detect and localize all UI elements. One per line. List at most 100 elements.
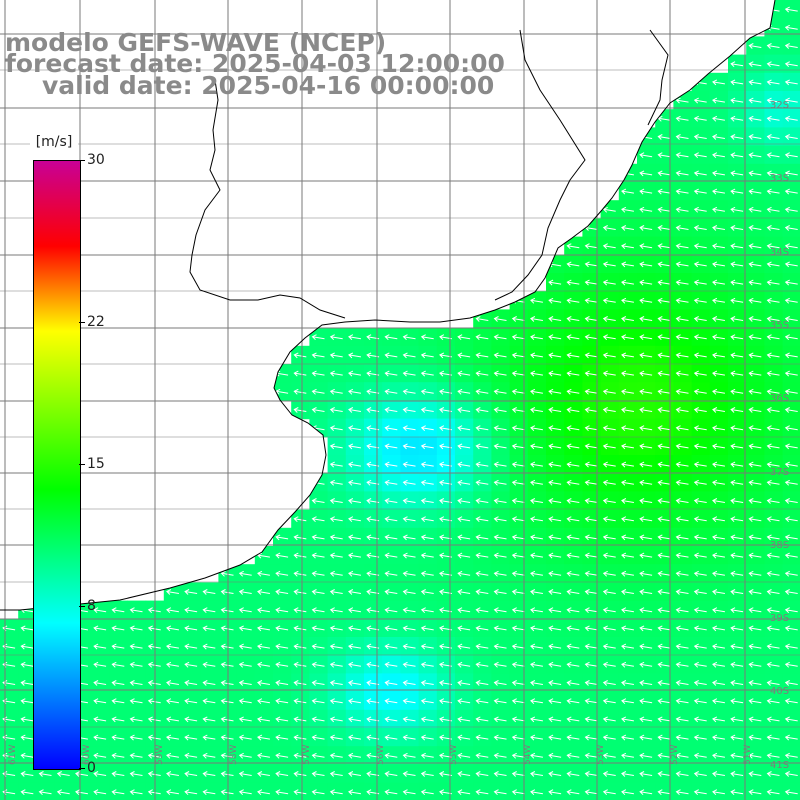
- wind-speed-cell: [91, 600, 110, 620]
- wind-speed-cell: [400, 564, 420, 583]
- wind-arrow-icon: [457, 498, 471, 504]
- wind-speed-cell: [673, 655, 693, 674]
- wind-speed-cell: [109, 600, 128, 620]
- wind-speed-cell: [673, 618, 693, 638]
- wind-speed-cell: [527, 673, 547, 693]
- wind-speed-cell: [600, 345, 620, 365]
- wind-speed-cell: [364, 728, 383, 747]
- wind-arrow-icon: [493, 625, 507, 632]
- wind-arrow-icon: [748, 79, 762, 86]
- wind-arrow-icon: [748, 97, 762, 104]
- wind-speed-cell: [709, 127, 729, 147]
- wind-speed-cell: [600, 564, 620, 583]
- wind-arrow-icon: [348, 570, 361, 577]
- wind-arrow-icon: [457, 680, 471, 686]
- wind-arrow-icon: [621, 479, 634, 486]
- wind-arrow-icon: [766, 716, 780, 723]
- wind-arrow-icon: [584, 552, 598, 559]
- wind-arrow-icon: [657, 607, 671, 614]
- wind-speed-cell: [418, 655, 438, 674]
- wind-speed-cell: [200, 673, 219, 693]
- wind-arrow-icon: [275, 552, 289, 559]
- wind-arrow-icon: [675, 643, 689, 650]
- wind-speed-cell: [637, 746, 656, 765]
- wind-arrow-icon: [602, 461, 616, 468]
- wind-speed-cell: [163, 618, 183, 638]
- wind-speed-cell: [345, 400, 365, 420]
- wind-arrow-icon: [748, 607, 762, 614]
- wind-arrow-icon: [348, 789, 361, 796]
- wind-arrow-icon: [530, 552, 543, 559]
- wind-arrow-icon: [784, 407, 798, 413]
- wind-arrow-icon: [75, 771, 88, 777]
- wind-arrow-icon: [311, 680, 325, 686]
- wind-speed-cell: [618, 309, 638, 329]
- wind-speed-cell: [600, 273, 620, 292]
- wind-speed-cell: [418, 418, 438, 438]
- wind-speed-cell: [54, 782, 74, 800]
- wind-speed-cell: [728, 600, 747, 620]
- wind-speed-cell: [127, 655, 147, 674]
- wind-speed-cell: [345, 600, 365, 620]
- wind-arrow-icon: [93, 734, 107, 741]
- wind-speed-cell: [491, 382, 511, 401]
- wind-arrow-icon: [511, 789, 525, 796]
- wind-speed-cell: [18, 655, 37, 674]
- wind-speed-cell: [491, 655, 511, 674]
- wind-speed-cell: [691, 564, 711, 583]
- wind-speed-cell: [200, 728, 219, 747]
- wind-arrow-icon: [402, 771, 416, 777]
- wind-speed-cell: [655, 200, 674, 219]
- wind-arrow-icon: [784, 334, 798, 341]
- wind-arrow-icon: [766, 79, 780, 86]
- wind-speed-cell: [728, 91, 747, 110]
- wind-speed-cell: [637, 728, 656, 747]
- wind-arrow-icon: [111, 771, 125, 777]
- wind-speed-cell: [345, 491, 365, 511]
- wind-speed-cell: [18, 709, 37, 729]
- wind-speed-cell: [364, 473, 383, 492]
- wind-arrow-icon: [675, 334, 689, 341]
- wind-speed-cell: [455, 709, 474, 729]
- wind-speed-cell: [382, 764, 401, 784]
- wind-arrow-icon: [712, 170, 725, 177]
- wind-speed-cell: [618, 473, 638, 492]
- wind-speed-cell: [709, 509, 729, 529]
- wind-arrow-icon: [329, 370, 343, 377]
- wind-speed-cell: [345, 764, 365, 784]
- wind-speed-cell: [236, 618, 256, 638]
- wind-arrow-icon: [293, 643, 307, 650]
- wind-arrow-icon: [475, 461, 489, 468]
- wind-arrow-icon: [420, 643, 434, 650]
- wind-arrow-icon: [602, 552, 616, 559]
- wind-arrow-icon: [348, 461, 361, 468]
- wind-speed-cell: [728, 637, 747, 656]
- wind-speed-cell: [564, 345, 583, 365]
- wind-arrow-icon: [657, 134, 671, 140]
- wind-speed-cell: [709, 564, 729, 583]
- wind-speed-cell: [436, 709, 456, 729]
- wind-speed-cell: [618, 345, 638, 365]
- wind-arrow-icon: [566, 698, 580, 705]
- wind-speed-cell: [764, 709, 784, 729]
- wind-speed-cell: [491, 473, 511, 492]
- wind-arrow-icon: [657, 498, 671, 504]
- wind-arrow-icon: [639, 643, 653, 650]
- wind-arrow-icon: [566, 589, 580, 595]
- wind-arrow-icon: [766, 425, 780, 432]
- wind-arrow-icon: [293, 589, 307, 595]
- wind-speed-cell: [691, 527, 711, 547]
- wind-arrow-icon: [457, 643, 471, 650]
- wind-speed-cell: [200, 618, 219, 638]
- wind-speed-cell: [709, 527, 729, 547]
- wind-arrow-icon: [621, 279, 634, 286]
- wind-speed-cell: [655, 327, 674, 347]
- wind-speed-cell: [327, 527, 347, 547]
- wind-speed-cell: [746, 582, 765, 602]
- colorbar-tick-label: 0: [87, 760, 96, 776]
- wind-speed-cell: [600, 746, 620, 765]
- wind-speed-cell: [782, 728, 800, 747]
- wind-speed-cell: [527, 309, 547, 329]
- wind-arrow-icon: [548, 661, 562, 668]
